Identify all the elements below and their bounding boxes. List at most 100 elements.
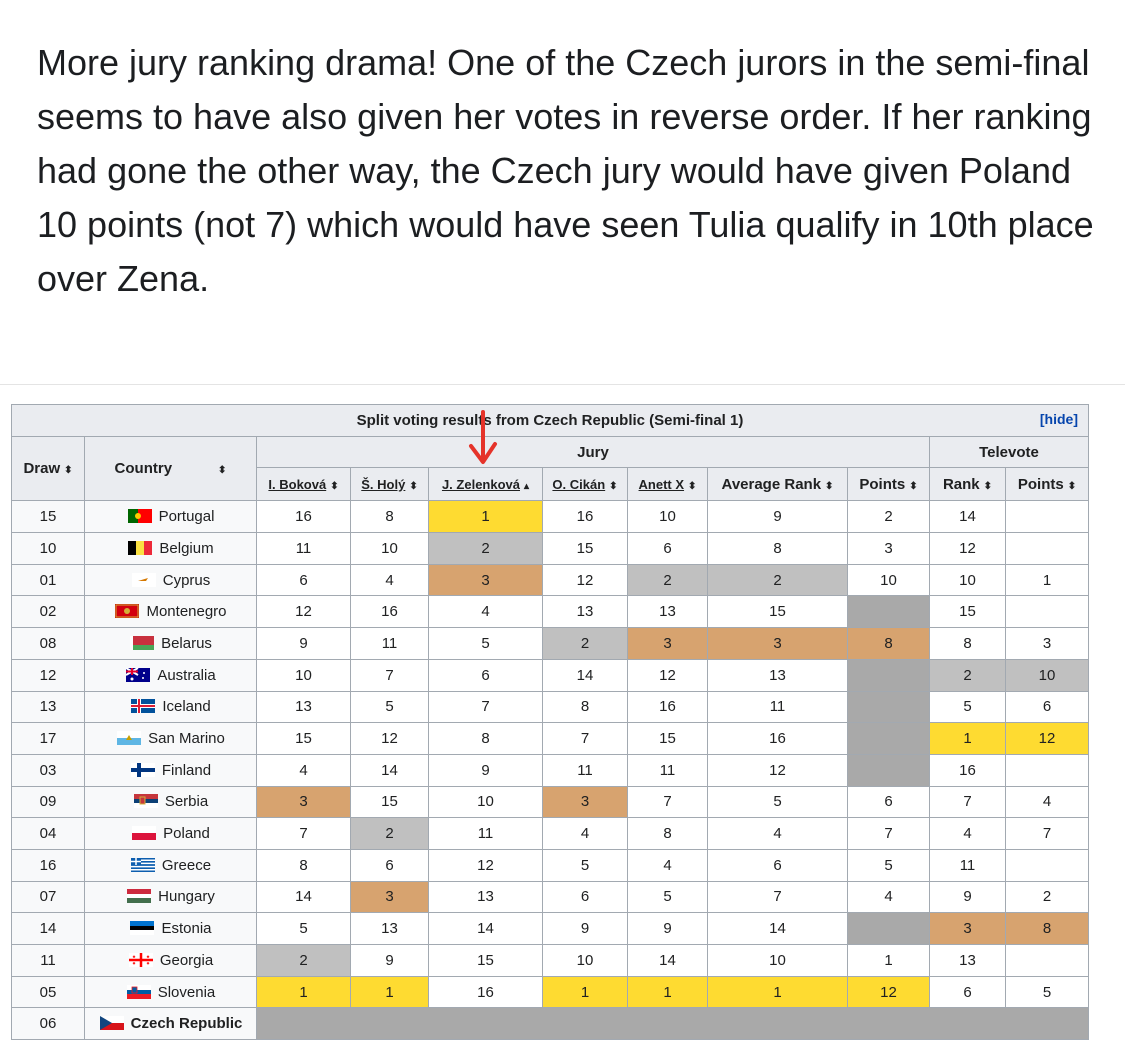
televote-rank-cell: 8	[929, 627, 1006, 660]
country-name[interactable]: Belarus	[161, 634, 212, 652]
jury-header: Jury	[256, 435, 930, 469]
juror-rank-cell: 15	[428, 944, 543, 977]
sort-icon: ⬍	[609, 480, 618, 492]
country-name[interactable]: Czech Republic	[130, 1015, 243, 1033]
poland-flag	[131, 826, 157, 842]
country-name[interactable]: Poland	[163, 825, 210, 843]
table-caption: Split voting results from Czech Republic…	[11, 404, 1089, 437]
juror-rank-cell: 4	[256, 753, 351, 787]
televote-points-cell: 1	[1005, 563, 1089, 597]
table-row: 13 Iceland 13 5 7 8 16 11 5 6	[11, 690, 1089, 724]
juror-rank-cell: 4	[350, 563, 429, 597]
televote-points-cell: 10	[1005, 658, 1089, 692]
country-cell: San Marino	[84, 722, 257, 755]
juror-rank-cell: 1	[256, 975, 351, 1009]
televote-rank-cell: 4	[929, 817, 1006, 850]
table-row: 04 Poland 7 2 11 4 8 4 7 4 7	[11, 817, 1089, 850]
juror-rank-cell: 13	[256, 690, 351, 724]
juror-header[interactable]: Š. Holý ⬍	[350, 467, 429, 502]
country-name[interactable]: Serbia	[164, 793, 209, 811]
average-rank-cell: 10	[707, 944, 848, 977]
juror-rank-cell: 16	[542, 500, 628, 534]
country-name[interactable]: Belgium	[159, 539, 214, 557]
televote-rank-cell: 9	[929, 880, 1006, 914]
juror-rank-cell: 11	[627, 753, 708, 787]
country-name[interactable]: Finland	[161, 761, 212, 779]
jury-points-cell: 3	[847, 532, 930, 565]
juror-rank-cell: 5	[428, 627, 543, 660]
jury-points-cell: 10	[847, 563, 930, 597]
hide-link[interactable]: [hide]	[1039, 411, 1078, 427]
country-name[interactable]: Hungary	[158, 888, 215, 906]
juror-rank-cell: 12	[542, 563, 628, 597]
country-name[interactable]: San Marino	[148, 730, 225, 748]
table-row: 17 San Marino 15 12 8 7 15 16 1 12	[11, 722, 1089, 755]
juror-rank-cell: 14	[627, 944, 708, 977]
jury-points-cell: 12	[847, 975, 930, 1009]
tv-points-header[interactable]: Points ⬍	[1005, 467, 1089, 502]
juror-rank-cell: 12	[428, 848, 543, 882]
draw-cell: 11	[11, 944, 85, 977]
country-name[interactable]: Slovenia	[157, 983, 216, 1001]
rank-header[interactable]: Rank ⬍	[929, 467, 1006, 502]
greece-flag	[130, 857, 156, 874]
juror-rank-cell: 15	[350, 785, 429, 819]
juror-header[interactable]: Anett X ⬍	[627, 467, 708, 502]
jury-points-cell: 7	[847, 817, 930, 850]
juror-rank-cell: 15	[627, 722, 708, 755]
country-name[interactable]: Australia	[157, 666, 216, 684]
juror-rank-cell: 11	[350, 627, 429, 660]
average-rank-cell: 3	[707, 627, 848, 660]
country-name[interactable]: Cyprus	[162, 571, 211, 589]
sort-icon: ⬍	[983, 480, 993, 492]
country-name[interactable]: Estonia	[161, 920, 212, 938]
country-name[interactable]: Greece	[161, 856, 212, 874]
juror-header[interactable]: I. Boková ⬍	[256, 467, 351, 502]
serbia-flag	[133, 794, 159, 810]
sort-up-icon: ▴	[524, 480, 530, 492]
draw-cell: 16	[11, 848, 85, 882]
televote-rank-cell: 5	[929, 690, 1006, 724]
juror-rank-cell: 5	[542, 848, 628, 882]
country-name[interactable]: Montenegro	[146, 603, 227, 621]
juror-rank-cell: 16	[350, 595, 429, 629]
sort-icon: ⬍	[218, 465, 227, 477]
juror-header[interactable]: J. Zelenková ▴	[428, 467, 543, 502]
country-name[interactable]: Georgia	[159, 951, 214, 969]
country-name[interactable]: Portugal	[158, 508, 215, 526]
juror-rank-cell: 16	[428, 975, 543, 1009]
average-rank-cell: 14	[707, 912, 848, 945]
country-cell: Slovenia	[84, 975, 257, 1009]
points-header[interactable]: Points ⬍	[847, 467, 930, 502]
draw-header[interactable]: Draw ⬍	[11, 435, 85, 502]
juror-rank-cell: 15	[256, 722, 351, 755]
table-row: 03 Finland 4 14 9 11 11 12 16	[11, 753, 1089, 787]
juror-rank-cell: 3	[428, 563, 543, 597]
table-image: Split voting results from Czech Republic…	[0, 384, 1125, 1056]
juror-rank-cell: 8	[542, 690, 628, 724]
juror-rank-cell: 13	[542, 595, 628, 629]
televote-rank-cell: 6	[929, 975, 1006, 1009]
red-arrow-annotation	[469, 410, 497, 464]
televote-rank-cell: 7	[929, 785, 1006, 819]
jury-points-cell	[847, 595, 930, 629]
juror-rank-cell: 5	[256, 912, 351, 945]
portugal-flag	[127, 509, 153, 525]
juror-rank-cell: 12	[627, 658, 708, 692]
country-header[interactable]: Country ⬍	[84, 435, 257, 502]
juror-header[interactable]: O. Cikán ⬍	[542, 467, 628, 502]
draw-cell: 10	[11, 532, 85, 565]
sort-icon: ⬍	[64, 465, 73, 477]
average-rank-cell: 2	[707, 563, 848, 597]
juror-rank-cell: 14	[428, 912, 543, 945]
average-rank-header[interactable]: Average Rank ⬍	[707, 467, 848, 502]
juror-rank-cell: 8	[256, 848, 351, 882]
country-cell: Czech Republic	[84, 1007, 257, 1041]
juror-rank-cell: 7	[627, 785, 708, 819]
country-name[interactable]: Iceland	[162, 698, 211, 716]
caption-text: Split voting results from Czech Republic…	[356, 411, 744, 429]
table-row: 09 Serbia 3 15 10 3 7 5 6 7 4	[11, 785, 1089, 819]
televote-points-cell: 5	[1005, 975, 1089, 1009]
jury-points-cell	[847, 912, 930, 945]
televote-rank-cell: 15	[929, 595, 1006, 629]
